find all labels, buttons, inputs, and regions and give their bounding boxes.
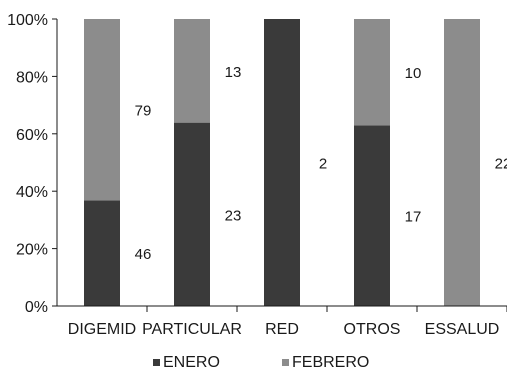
legend-swatch-enero xyxy=(153,359,160,366)
bars xyxy=(84,19,480,306)
y-tick-label: 20% xyxy=(16,242,48,259)
data-labels: 46 79 23 13 2 17 10 22 xyxy=(135,64,507,263)
legend-swatch-febrero xyxy=(282,359,289,366)
y-axis: 0% 20% 40% 60% 80% 100% xyxy=(7,12,58,316)
x-tick-label: DIGEMID xyxy=(68,321,136,338)
x-tick-label: OTROS xyxy=(344,321,401,338)
y-tick-label: 100% xyxy=(7,12,48,29)
y-tick-label: 0% xyxy=(25,299,48,316)
x-tick-label: PARTICULAR xyxy=(142,321,242,338)
data-label-enero-red: 2 xyxy=(319,156,327,173)
bar-febrero-otros xyxy=(354,19,390,126)
data-label-febrero-digemid: 79 xyxy=(135,103,152,120)
legend-label-febrero: FEBRERO xyxy=(292,354,369,371)
bar-febrero-particular xyxy=(174,19,210,123)
bar-enero-red xyxy=(264,19,300,306)
legend: ENERO FEBRERO xyxy=(153,354,369,371)
bar-febrero-digemid xyxy=(84,19,120,201)
bar-enero-otros xyxy=(354,125,390,306)
bar-febrero-essalud xyxy=(444,19,480,306)
x-tick-label: RED xyxy=(265,321,299,338)
bar-enero-particular xyxy=(174,122,210,306)
legend-label-enero: ENERO xyxy=(163,354,220,371)
x-axis: DIGEMID PARTICULAR RED OTROS ESSALUD xyxy=(57,305,507,338)
data-label-febrero-particular: 13 xyxy=(225,64,242,81)
data-label-febrero-essalud: 22 xyxy=(495,156,507,173)
y-tick-label: 60% xyxy=(16,127,48,144)
data-label-enero-otros: 17 xyxy=(405,209,422,226)
y-tick-label: 80% xyxy=(16,69,48,86)
y-tick-label: 40% xyxy=(16,184,48,201)
x-tick-label: ESSALUD xyxy=(425,321,500,338)
data-label-febrero-otros: 10 xyxy=(405,65,422,82)
bar-enero-digemid xyxy=(84,200,120,306)
data-label-enero-digemid: 46 xyxy=(135,246,152,263)
data-label-enero-particular: 23 xyxy=(225,207,242,224)
